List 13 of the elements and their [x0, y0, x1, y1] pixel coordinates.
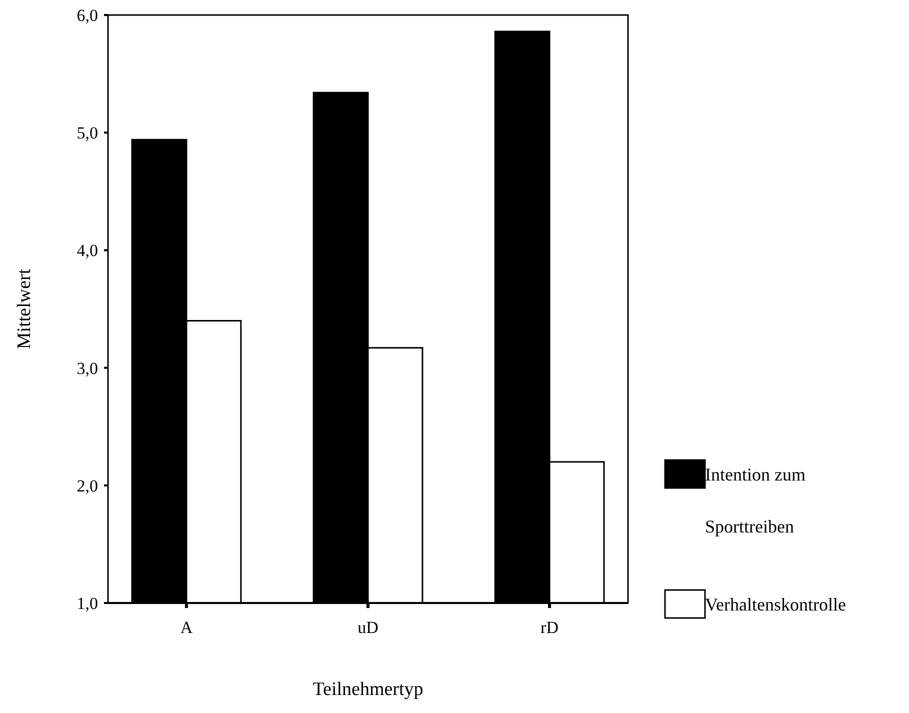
y-axis-title: Mittelwert	[14, 268, 35, 350]
y-tick-label: 1,0	[76, 594, 98, 613]
y-tick-label: 2,0	[76, 476, 98, 496]
x-axis-title: Teilnehmertyp	[312, 679, 424, 700]
legend-label: Verhaltenskontrolle	[705, 594, 846, 614]
y-tick-label: 3,0	[76, 358, 98, 378]
x-tick-label: uD	[358, 618, 378, 637]
y-tick-label: 6,0	[76, 6, 98, 25]
x-tick-label: rD	[540, 618, 559, 637]
x-tick-label: A	[180, 618, 194, 637]
text: Intention zum Sporttreiben	[705, 464, 806, 536]
y-tick-label: 4,0	[76, 241, 98, 260]
y-tick-label: 5,0	[76, 124, 98, 143]
